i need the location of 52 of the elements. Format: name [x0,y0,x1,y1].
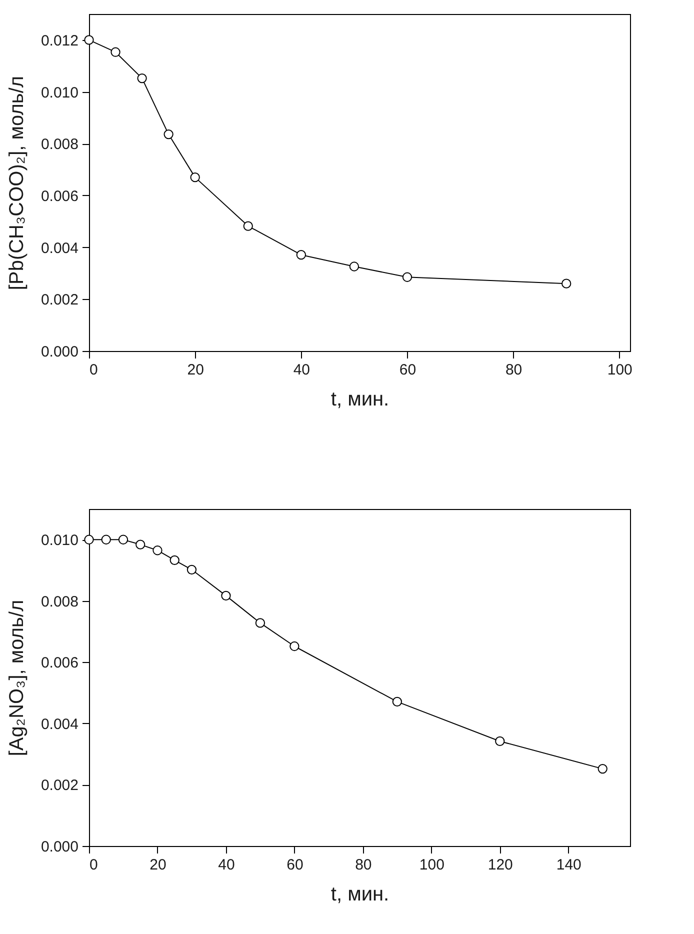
y-axis-title: [Ag₂NO₃], моль/л [6,600,28,756]
x-tick-label: 60 [286,856,304,874]
x-tick-label: 0 [90,362,98,378]
point [392,696,402,707]
point [255,618,266,628]
y-tick-label: 0.002 [40,292,78,309]
y-tick-label: 0.002 [40,777,78,794]
point [101,534,111,544]
point [190,172,200,182]
y-tick-label: 0.010 [40,532,78,550]
y-tick-label: 0.006 [40,188,78,205]
x-tick-label: 20 [150,856,166,874]
x-tick-label: 100 [607,362,632,378]
y-tick-label: 0.008 [40,136,78,154]
x-tick-label: 60 [399,362,416,378]
point [186,564,197,574]
point [495,736,505,746]
y-tick-label: 0.004 [40,716,78,733]
point [118,534,128,544]
x-tick-label: 120 [488,856,513,874]
y-tick-label: 0.012 [40,32,78,50]
y-tick-label: 0.004 [40,240,78,257]
x-axis-title: t, мин. [330,884,390,906]
point [402,272,412,282]
point [170,555,180,565]
y-tick-label: 0.000 [40,344,78,360]
x-tick-label: 0 [90,856,98,874]
x-tick-label: 140 [556,856,582,874]
x-tick-label: 80 [355,856,372,874]
point [562,278,572,288]
x-tick-label: 40 [293,362,310,378]
point [110,47,120,57]
point [243,221,253,231]
y-tick-label: 0.010 [40,84,78,102]
y-tick-label: 0.008 [40,593,78,610]
x-tick-label: 80 [505,362,522,378]
y-axis-title: [Pb(CH₃COO)₂], моль/л [6,76,28,290]
x-tick-label: 40 [218,856,235,874]
point [349,262,360,272]
point [137,73,147,84]
point [136,540,146,550]
point [296,250,306,260]
y-tick-label: 0.000 [40,838,78,856]
point [598,764,608,774]
point [290,641,300,652]
x-tick-label: 100 [419,856,444,874]
x-axis-title: t, мин. [330,388,390,410]
point [221,590,231,601]
y-tick-label: 0.006 [40,654,78,672]
point [164,129,174,140]
x-tick-label: 20 [187,362,204,378]
point [152,546,162,556]
